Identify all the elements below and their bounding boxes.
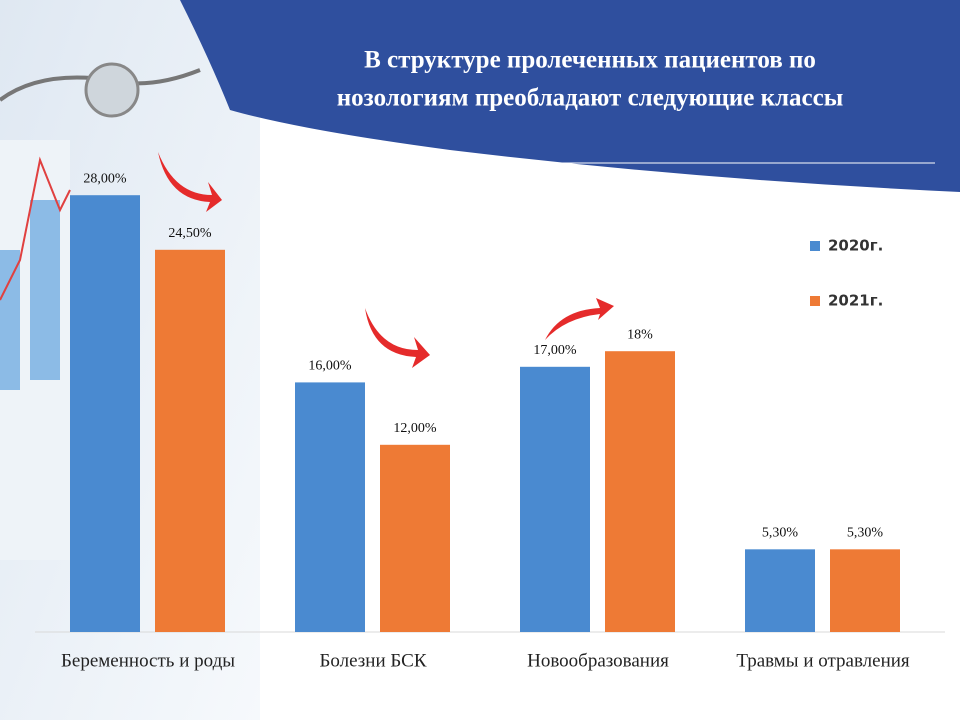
title-line: В структуре пролеченных пациентов по [364,47,816,74]
legend-label: 2021г. [828,292,883,310]
bar [830,549,900,632]
header-band [180,0,960,192]
data-label: 5,30% [762,526,799,541]
bar [295,382,365,632]
data-label: 12,00% [393,421,437,436]
trend-arrow [158,152,222,212]
data-label: 24,50% [168,226,212,241]
decor-line [0,156,71,301]
legend-swatch [810,296,820,306]
decor-bar [30,200,60,380]
stethoscope [84,62,140,118]
data-label: 16,00% [308,359,352,374]
legend-label: 2020г. [828,237,883,255]
x-tick-label: Болезни БСК [319,650,426,671]
decor-bar [0,250,20,390]
x-tick-label: Травмы и отравления [736,650,910,671]
title-line: нозологиям преобладают следующие классы [337,85,843,112]
bar [70,195,140,632]
data-label: 18% [627,327,653,342]
data-label: 28,00% [83,171,127,186]
trend-arrow [545,298,614,340]
data-label: 17,00% [533,343,577,358]
data-label: 5,30% [847,526,884,541]
legend-swatch [810,241,820,251]
x-tick-label: Новообразования [527,650,669,671]
bar [520,366,590,632]
trend-arrow [365,308,430,368]
bar [155,249,225,633]
bar [380,444,450,632]
bar [745,549,815,632]
bar [605,351,675,632]
x-tick-label: Беременность и роды [61,650,235,671]
